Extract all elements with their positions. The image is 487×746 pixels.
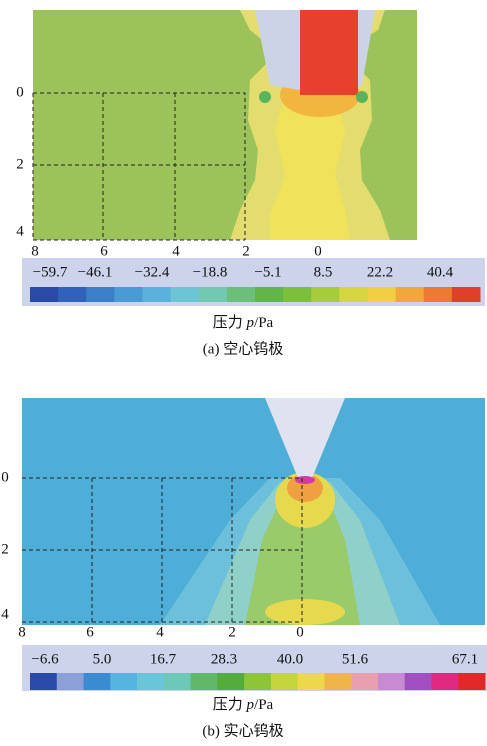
y-tick-label: 0 <box>1 469 9 485</box>
colorbar-segment <box>311 287 340 302</box>
colorbar-label: 22.2 <box>367 264 393 280</box>
colorbar-segment <box>86 287 115 302</box>
colorbar-segment <box>190 673 218 690</box>
colorbar-label: 16.7 <box>150 651 177 667</box>
colorbar-label: 51.6 <box>342 651 369 667</box>
x-tick-label: 0 <box>296 624 304 640</box>
caption: (b) 实心钨极 <box>202 722 283 739</box>
colorbar-segment <box>83 673 111 690</box>
x-tick-label: 0 <box>314 243 322 259</box>
colorbar-segment <box>377 673 406 690</box>
colorbar-label: −59.7 <box>33 264 68 280</box>
y-tick-label: 4 <box>1 606 9 622</box>
colorbar-segment <box>255 287 284 302</box>
colorbar-label: 8.5 <box>314 264 333 280</box>
axis-label: 压力 p/Pa <box>213 696 274 713</box>
axis-label-part: /Pa <box>254 697 274 713</box>
colorbar-segment <box>404 673 432 690</box>
colorbar-segment <box>163 673 192 690</box>
colorbar-segment <box>198 287 228 302</box>
colorbar-segment <box>170 287 200 302</box>
colorbar-segment <box>270 673 299 690</box>
colorbar-segment <box>351 673 379 690</box>
colorbar-segment <box>217 673 245 690</box>
colorbar-segment <box>367 287 397 302</box>
colorbar-segment <box>339 287 368 302</box>
colorbar-segment <box>431 673 459 690</box>
colorbar-label: −32.4 <box>135 264 170 280</box>
y-tick-label: 0 <box>16 84 24 100</box>
colorbar-label: −46.1 <box>78 264 113 280</box>
x-tick-label: 8 <box>18 624 26 640</box>
colorbar-label: −5.1 <box>254 264 281 280</box>
y-tick-label: 2 <box>16 156 24 172</box>
colorbar-segment <box>244 673 272 690</box>
colorbar-segment <box>30 287 59 302</box>
contour-b <box>22 398 485 625</box>
colorbar-label: −18.8 <box>193 264 228 280</box>
contour-a <box>32 10 417 241</box>
colorbar-label: 40.4 <box>427 264 454 280</box>
colorbar-segment <box>423 287 453 302</box>
axis-label-part: p <box>246 315 255 331</box>
axis-label-part: p <box>246 697 255 713</box>
colorbar-segment <box>114 287 143 302</box>
colorbar-label: 67.1 <box>452 651 478 667</box>
colorbar-segment <box>297 673 325 690</box>
y-tick-label: 2 <box>1 541 9 557</box>
x-tick-label: 8 <box>31 243 39 259</box>
colorbar-segment <box>458 673 486 690</box>
colorbar-label: 40.0 <box>277 651 303 667</box>
colorbar-segment <box>283 287 312 302</box>
axis-label-part: 压力 <box>213 314 247 331</box>
x-tick-label: 4 <box>172 243 180 259</box>
x-tick-label: 4 <box>156 624 164 640</box>
x-tick-label: 2 <box>228 624 236 640</box>
y-tick-label: 4 <box>16 223 24 239</box>
x-tick-label: 6 <box>100 243 108 259</box>
colorbar-segment <box>226 287 256 302</box>
colorbar-segment <box>30 673 58 690</box>
x-tick-label: 2 <box>242 243 250 259</box>
colorbar-label: 28.3 <box>211 651 237 667</box>
axis-label-part: 压力 <box>213 696 247 713</box>
colorbar-segment <box>58 287 87 302</box>
caption: (a) 空心钨极 <box>203 340 283 357</box>
colorbar-segment <box>110 673 138 690</box>
colorbar-label: −6.6 <box>31 651 59 667</box>
colorbar-label: 5.0 <box>93 651 112 667</box>
colorbar-segment <box>137 673 165 690</box>
colorbar-segment <box>395 287 425 302</box>
colorbar-segment <box>324 673 352 690</box>
x-tick-label: 6 <box>86 624 94 640</box>
colorbar-segment <box>142 287 172 302</box>
axis-label: 压力 p/Pa <box>213 314 274 331</box>
axis-label-part: /Pa <box>254 315 274 331</box>
colorbar-segment <box>56 673 85 690</box>
colorbar-segment <box>451 287 481 302</box>
